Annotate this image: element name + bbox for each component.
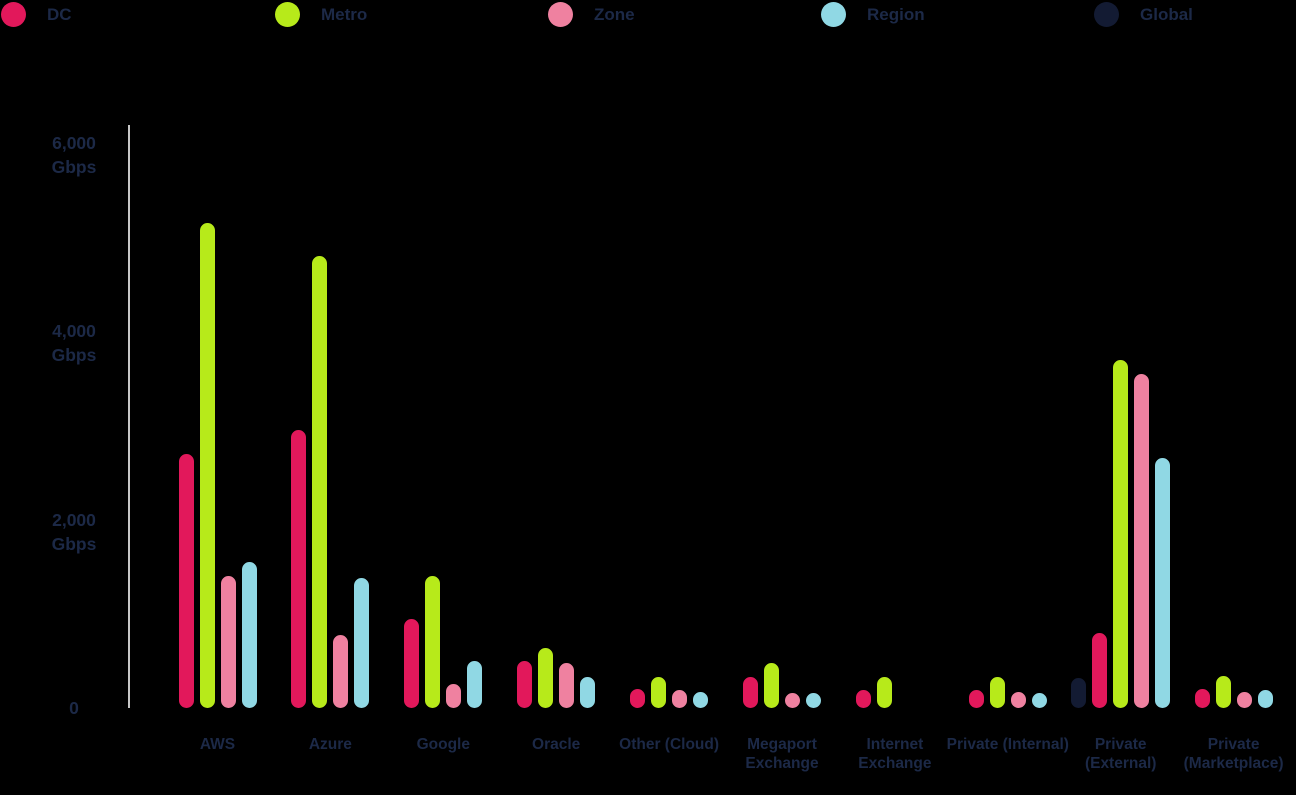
bar-private-internal-dc bbox=[968, 690, 984, 708]
bar-private-external-global bbox=[1071, 677, 1087, 708]
bar-private-internal-metro bbox=[989, 676, 1005, 708]
bar-google-metro bbox=[425, 576, 441, 708]
legend-label-zone: Zone bbox=[594, 4, 635, 24]
x-label-oracle: Oracle bbox=[532, 736, 581, 753]
legend-dot-global bbox=[1094, 2, 1119, 27]
bar-private-internal-region bbox=[1031, 692, 1047, 708]
x-label-private-internal: Private (Internal) bbox=[946, 736, 1069, 753]
bar-oracle-zone bbox=[559, 662, 575, 708]
legend-label-region: Region bbox=[867, 4, 925, 24]
bar-azure-zone bbox=[333, 634, 349, 708]
bar-private-external-region bbox=[1155, 458, 1171, 708]
bar-private-marketplace-zone bbox=[1236, 691, 1252, 708]
bar-google-zone bbox=[446, 684, 462, 708]
legend-label-metro: Metro bbox=[321, 4, 368, 24]
bar-private-marketplace-metro bbox=[1215, 675, 1231, 708]
y-tick-6000: 6,000 Gbps bbox=[51, 133, 97, 177]
bar-private-marketplace-region bbox=[1257, 690, 1273, 708]
bar-internet-exchange-metro bbox=[876, 676, 892, 708]
bar-megaport-exchange-zone bbox=[785, 692, 800, 708]
legend-item-region: Region bbox=[821, 2, 925, 27]
y-axis-line bbox=[128, 125, 130, 708]
bar-private-external-zone bbox=[1134, 373, 1150, 708]
legend-item-global: Global bbox=[1094, 2, 1193, 27]
bar-azure-region bbox=[354, 578, 370, 708]
legend-item-zone: Zone bbox=[548, 2, 635, 27]
legend-dot-zone bbox=[548, 2, 573, 27]
x-label-google: Google bbox=[416, 736, 470, 753]
legend-item-dc: DC bbox=[1, 2, 72, 27]
bar-megaport-exchange-region bbox=[806, 693, 821, 708]
bar-azure-metro bbox=[312, 256, 328, 708]
bar-private-external-metro bbox=[1113, 359, 1129, 708]
bar-aws-dc bbox=[178, 453, 194, 708]
bar-aws-metro bbox=[199, 223, 215, 708]
legend-dot-metro bbox=[275, 2, 300, 27]
y-tick-2000: 2,000 Gbps bbox=[51, 509, 97, 554]
bar-megaport-exchange-dc bbox=[743, 676, 758, 708]
bar-private-marketplace-dc bbox=[1194, 689, 1210, 708]
bar-private-internal-zone bbox=[1010, 691, 1026, 708]
bar-google-dc bbox=[404, 618, 420, 708]
legend-item-metro: Metro bbox=[275, 2, 367, 27]
legend-label-global: Global bbox=[1140, 4, 1193, 24]
bar-other-cloud-zone bbox=[672, 690, 688, 708]
y-tick-4000: 4,000 Gbps bbox=[51, 321, 97, 366]
bar-aws-region bbox=[241, 562, 257, 708]
x-label-private-external: Private (External) bbox=[1084, 736, 1157, 772]
x-label-aws: AWS bbox=[199, 736, 236, 753]
bar-other-cloud-dc bbox=[630, 689, 646, 708]
x-label-megaport-exchange: Megaport Exchange bbox=[745, 736, 819, 772]
legend-dot-dc bbox=[1, 2, 26, 27]
x-label-private-marketplace: Private (Marketplace) bbox=[1183, 736, 1284, 772]
bar-google-region bbox=[467, 660, 483, 708]
x-label-other-cloud: Other (Cloud) bbox=[619, 736, 720, 753]
bar-other-cloud-metro bbox=[651, 676, 667, 708]
bar-oracle-dc bbox=[517, 660, 533, 708]
bar-oracle-metro bbox=[538, 647, 554, 708]
x-label-internet-exchange: Internet Exchange bbox=[858, 736, 932, 772]
bar-aws-zone bbox=[220, 576, 236, 708]
bar-azure-dc bbox=[291, 430, 307, 708]
y-tick-0: 0 bbox=[69, 698, 79, 718]
bar-private-external-dc bbox=[1092, 632, 1108, 708]
bar-other-cloud-region bbox=[693, 691, 709, 708]
bar-oracle-region bbox=[580, 676, 596, 708]
x-label-azure: Azure bbox=[308, 736, 352, 753]
bar-internet-exchange-dc bbox=[855, 690, 871, 708]
bar-megaport-exchange-metro bbox=[764, 662, 779, 708]
legend-dot-region bbox=[821, 2, 846, 27]
legend-label-dc: DC bbox=[47, 4, 72, 24]
